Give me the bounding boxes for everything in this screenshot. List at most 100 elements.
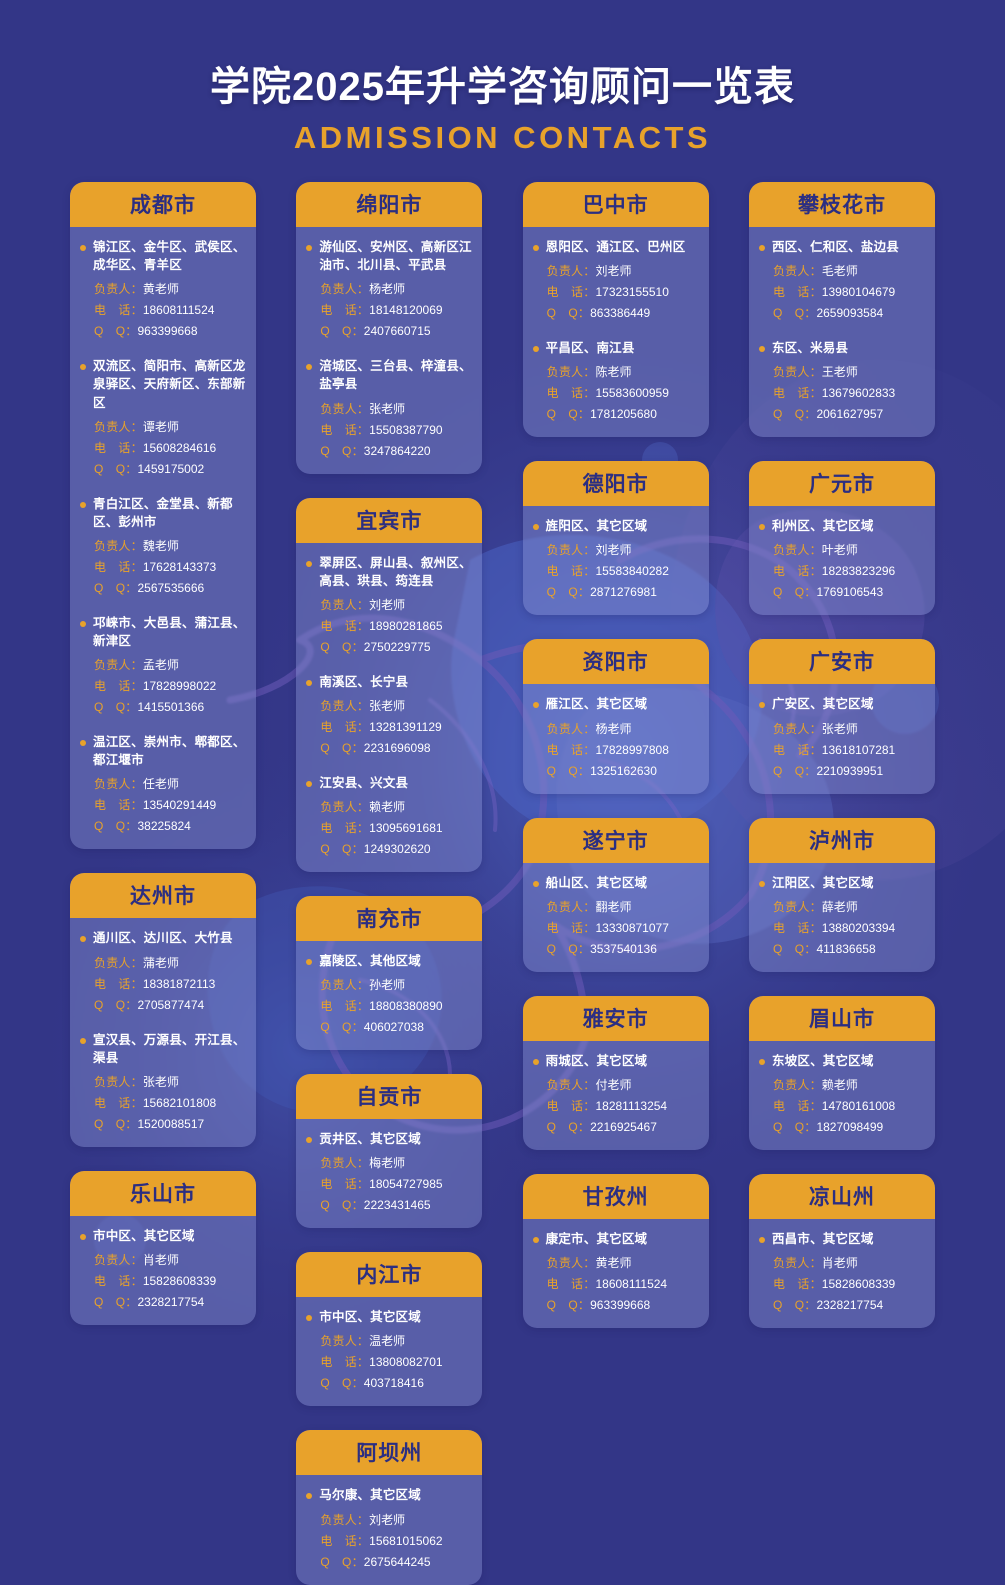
- manager-value: 杨老师: [595, 721, 632, 736]
- qq-value: 863386449: [590, 306, 651, 321]
- qq-line-label: Q Q：: [320, 842, 364, 856]
- qq-line: Q Q：411836658: [773, 940, 925, 958]
- phone-line-label: 电 话：: [94, 440, 143, 455]
- qq-line-label: Q Q：: [320, 740, 364, 755]
- contact-details: 负责人：付老师电 话：18281113254 Q Q：2216925467: [531, 1076, 699, 1136]
- qq-value: 3537540136: [590, 941, 657, 956]
- manager-value: 肖老师: [821, 1255, 858, 1270]
- contact-group: 马尔康、其它区域 负责人：刘老师电 话：15681015062 Q Q：267564…: [304, 1486, 472, 1570]
- manager-value: 蒲老师: [142, 955, 179, 970]
- areas-label: 涪城区、三台县、梓潼县、盐亭县: [319, 359, 472, 392]
- phone-value: 13679602833: [821, 386, 896, 401]
- manager-line-label: 负责人：: [320, 1334, 370, 1349]
- areas-label: 嘉陵区、其他区域: [319, 954, 421, 968]
- page-title: 学院2025年升学咨询顾问一览表: [210, 65, 795, 109]
- phone-line-label: 电 话：: [546, 1276, 596, 1291]
- areas-label: 广安区、其它区域: [771, 697, 874, 712]
- city-card-title: 攀枝花市: [748, 182, 935, 227]
- manager-line-label: 负责人：: [772, 365, 822, 380]
- contact-group: 雁江区、其它区域 负责人：杨老师电 话：17828997808 Q Q：132516…: [531, 695, 699, 779]
- qq-value: 2328217754: [816, 1297, 884, 1312]
- contact-details: 负责人：薛老师电 话：13880203394 Q Q：411836658: [757, 898, 925, 958]
- contact-group: 东坡区、其它区域 负责人：赖老师电 话：14780161008 Q Q：182709…: [757, 1052, 925, 1136]
- contact-details: 负责人：谭老师电 话：15608284616 Q Q：1459175002: [78, 418, 246, 478]
- contact-details: 负责人：蒲老师电 话：18381872113 Q Q：2705877474: [78, 954, 246, 1014]
- bullet-icon: [80, 620, 86, 627]
- qq-line: Q Q：2675644245: [320, 1553, 472, 1571]
- city-card: 资阳市 雁江区、其它区域 负责人：杨老师电 话：17828997808 Q Q：132…: [522, 639, 709, 794]
- manager-line: 负责人：刘老师: [547, 541, 699, 559]
- areas-row: 旌阳区、其它区域: [531, 517, 699, 535]
- bullet-icon: [532, 702, 539, 709]
- city-card-title: 甘孜州: [522, 1173, 709, 1219]
- city-card: 南充市 嘉陵区、其他区域 负责人：孙老师电 话：18808380890 Q Q：406…: [296, 896, 483, 1051]
- qq-value: 1827098499: [816, 1119, 884, 1134]
- contact-group: 嘉陵区、其他区域 负责人：孙老师电 话：18808380890 Q Q：406027…: [304, 952, 472, 1036]
- city-card-body: 雁江区、其它区域 负责人：杨老师电 话：17828997808 Q Q：132516…: [523, 684, 709, 793]
- manager-value: 张老师: [369, 401, 406, 416]
- qq-value: 2659093584: [816, 306, 884, 321]
- qq-line: Q Q：2210939951: [773, 762, 925, 780]
- areas-label: 江阳区、其它区域: [771, 875, 874, 890]
- contact-details: 负责人：张老师电 话：13618107281 Q Q：2210939951: [757, 720, 925, 780]
- phone-line: 电 话：13281391129: [320, 718, 472, 736]
- contact-details: 负责人：张老师电 话：15682101808 Q Q：1520088517: [78, 1073, 246, 1133]
- bullet-icon: [758, 524, 765, 531]
- qq-line-label: Q Q：: [94, 997, 138, 1012]
- city-card-title: 自贡市: [296, 1074, 483, 1120]
- manager-line-label: 负责人：: [772, 899, 822, 914]
- qq-value: 1781205680: [590, 407, 657, 422]
- phone-line: 电 话：13880203394: [773, 919, 925, 937]
- bullet-icon: [532, 346, 539, 353]
- manager-line-label: 负责人：: [94, 658, 143, 673]
- contact-details: 负责人：温老师电 话：13808082701 Q Q：403718416: [304, 1332, 472, 1392]
- phone-line-label: 电 话：: [94, 679, 143, 694]
- qq-line: Q Q：2705877474: [94, 996, 246, 1014]
- manager-line-label: 负责人：: [320, 1512, 370, 1527]
- qq-line-label: Q Q：: [320, 443, 364, 458]
- bullet-icon: [306, 364, 313, 371]
- qq-value: 411836658: [816, 941, 876, 956]
- qq-value: 2061627957: [816, 407, 884, 422]
- bullet-icon: [532, 1058, 539, 1065]
- contact-group: 贡井区、其它区域 负责人：梅老师电 话：18054727985 Q Q：222343…: [304, 1130, 472, 1214]
- areas-label: 游仙区、安州区、高新区江油市、北川县、平武县: [319, 240, 472, 273]
- qq-value: 2407660715: [363, 324, 431, 339]
- phone-value: 15828608339: [142, 1273, 217, 1288]
- phone-line: 电 话：13540291449: [94, 796, 246, 814]
- qq-value: 2750229775: [363, 639, 431, 654]
- qq-line-label: Q Q：: [772, 585, 817, 600]
- bullet-icon: [306, 1493, 313, 1500]
- areas-label: 雁江区、其它区域: [545, 697, 648, 712]
- contact-details: 负责人：任老师电 话：13540291449 Q Q：38225824: [78, 775, 246, 835]
- phone-line-label: 电 话：: [772, 742, 822, 757]
- manager-value: 张老师: [142, 1074, 179, 1089]
- manager-line: 负责人：肖老师: [773, 1254, 925, 1272]
- qq-line: Q Q：1459175002: [94, 460, 246, 478]
- areas-label: 市中区、其它区域: [319, 1310, 421, 1325]
- manager-line-label: 负责人：: [546, 543, 596, 558]
- qq-value: 1459175002: [137, 461, 205, 476]
- bullet-icon: [80, 936, 86, 943]
- areas-row: 温江区、崇州市、郫都区、都江堰市: [78, 733, 246, 769]
- bullet-icon: [758, 1236, 765, 1243]
- phone-line-label: 电 话：: [94, 559, 143, 574]
- qq-line-label: Q Q：: [320, 639, 364, 654]
- manager-value: 张老师: [369, 698, 406, 713]
- areas-label: 西昌市、其它区域: [771, 1231, 874, 1246]
- phone-value: 17828998022: [142, 679, 217, 694]
- qq-line-label: Q Q：: [94, 461, 138, 476]
- bullet-icon: [80, 1037, 86, 1044]
- qq-line: Q Q：2328217754: [94, 1293, 246, 1311]
- areas-label: 东区、米易县: [771, 341, 849, 356]
- manager-line-label: 负责人：: [320, 282, 370, 297]
- manager-line-label: 负责人：: [772, 1077, 822, 1092]
- phone-value: 15583600959: [595, 386, 669, 401]
- phone-line: 电 话：17628143373: [94, 558, 246, 576]
- city-card-body: 贡井区、其它区域 负责人：梅老师电 话：18054727985 Q Q：222343…: [296, 1119, 482, 1228]
- manager-line-label: 负责人：: [320, 800, 370, 814]
- manager-value: 孟老师: [142, 658, 179, 673]
- city-card-body: 马尔康、其它区域 负责人：刘老师电 话：15681015062 Q Q：267564…: [296, 1475, 482, 1584]
- contacts-column: 攀枝花市 西区、仁和区、盐边县 负责人：毛老师电 话：13980104679 Q Q：…: [748, 182, 935, 1328]
- manager-line: 负责人：孙老师: [320, 976, 472, 994]
